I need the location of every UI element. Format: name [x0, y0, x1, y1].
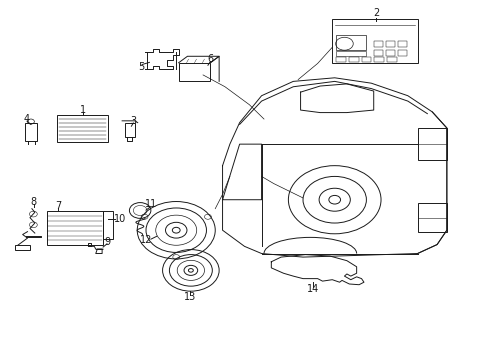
Bar — [178, 63, 210, 81]
Text: 7: 7 — [55, 201, 61, 211]
Bar — [335, 57, 345, 62]
Bar — [373, 57, 383, 62]
Bar — [397, 50, 407, 56]
Bar — [103, 211, 113, 239]
Bar — [348, 57, 358, 62]
Text: 1: 1 — [80, 105, 85, 115]
Text: 4: 4 — [24, 114, 30, 124]
Text: 11: 11 — [144, 199, 157, 210]
Bar — [361, 57, 370, 62]
Text: 12: 12 — [140, 235, 152, 245]
Text: 3: 3 — [130, 116, 136, 126]
Bar — [331, 19, 417, 63]
Bar — [386, 57, 396, 62]
Bar — [25, 123, 37, 141]
Text: 5: 5 — [138, 62, 144, 72]
Bar — [417, 128, 446, 160]
Bar — [47, 211, 103, 245]
Bar — [397, 41, 407, 47]
Bar — [15, 245, 30, 249]
Bar — [385, 41, 394, 47]
Bar — [57, 116, 108, 142]
Text: 6: 6 — [207, 54, 213, 64]
Text: 10: 10 — [114, 215, 126, 224]
Bar — [385, 50, 394, 56]
Bar — [125, 123, 135, 137]
Bar — [373, 41, 382, 47]
Bar — [373, 50, 382, 56]
Bar — [417, 203, 446, 232]
Text: 8: 8 — [31, 197, 37, 207]
Text: 9: 9 — [104, 237, 110, 247]
Bar — [335, 36, 366, 50]
Text: 13: 13 — [183, 292, 196, 302]
Bar — [335, 50, 366, 56]
Text: 2: 2 — [372, 8, 379, 18]
Text: 14: 14 — [306, 284, 318, 294]
